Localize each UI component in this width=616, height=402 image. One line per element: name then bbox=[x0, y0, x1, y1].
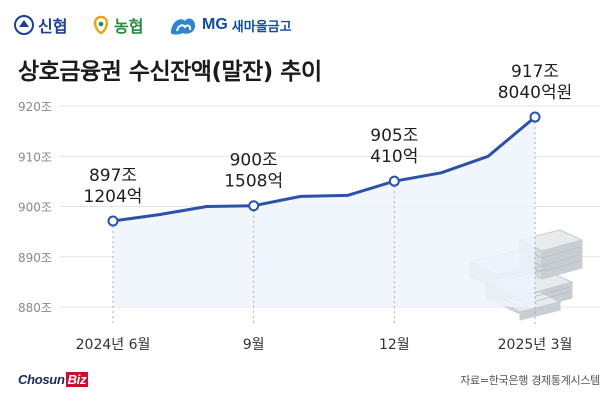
annotation-value-line1: 897조 bbox=[89, 166, 137, 186]
annotation-value-line1: 900조 bbox=[230, 151, 278, 171]
area-fill bbox=[113, 117, 535, 307]
annotation-value-line2: 410억 bbox=[370, 147, 418, 167]
publisher-logo: Chosun Biz bbox=[18, 372, 89, 387]
annotation-value-line2: 1204억 bbox=[84, 187, 143, 207]
nh-logo: 농협 bbox=[92, 8, 143, 42]
y-tick-label: 920조 bbox=[18, 100, 52, 114]
shinhan-emblem-icon bbox=[14, 15, 34, 35]
x-tick-label: 9월 bbox=[243, 337, 265, 353]
y-tick-label: 890조 bbox=[18, 251, 52, 265]
data-point-marker bbox=[529, 111, 541, 123]
annotation-value-line1: 917조 bbox=[511, 62, 559, 82]
x-axis-ticks: 2024년 6월 9월 12월 2025년 3월 bbox=[76, 337, 573, 353]
mg-logo-mark: MG bbox=[202, 16, 228, 33]
x-tick-label: 12월 bbox=[379, 337, 410, 353]
annotation-value-line2: 1508억 bbox=[224, 172, 283, 192]
mg-emblem-icon bbox=[171, 18, 196, 35]
y-tick-label: 880조 bbox=[18, 301, 52, 315]
x-tick-label: 2024년 6월 bbox=[76, 337, 151, 353]
annotation-value-line1: 905조 bbox=[370, 126, 418, 146]
source-note: 자료=한국은행 경제통계시스템 bbox=[460, 374, 600, 387]
y-axis-ticks: 880조 890조 900조 910조 920조 bbox=[18, 100, 52, 315]
mg-logo-text: 새마을금고 bbox=[231, 19, 292, 35]
partner-logos: 신협 농협 MG 새마을금고 bbox=[14, 8, 614, 42]
data-markers bbox=[107, 111, 541, 227]
data-point-marker bbox=[248, 200, 260, 212]
y-tick-label: 910조 bbox=[18, 150, 52, 164]
nh-logo-text: 농협 bbox=[114, 17, 144, 36]
data-point-marker bbox=[388, 175, 400, 187]
shinhan-logo-text: 신협 bbox=[38, 17, 68, 36]
series-line bbox=[111, 115, 537, 223]
chart-title: 상호금융권 수신잔액(말잔) 추이 bbox=[18, 59, 322, 85]
annotation-value-line2: 8040억원 bbox=[498, 83, 573, 103]
x-tick-label: 2025년 3월 bbox=[498, 337, 573, 353]
publisher-name: Chosun bbox=[18, 372, 65, 387]
data-point-marker bbox=[107, 215, 119, 227]
shinhan-logo: 신협 bbox=[14, 8, 67, 42]
mg-logo: MG 새마을금고 bbox=[168, 8, 292, 42]
nh-emblem-icon bbox=[93, 15, 109, 35]
y-tick-label: 900조 bbox=[18, 201, 52, 215]
annotation-droplines bbox=[112, 117, 536, 325]
publisher-suffix: Biz bbox=[65, 372, 89, 387]
